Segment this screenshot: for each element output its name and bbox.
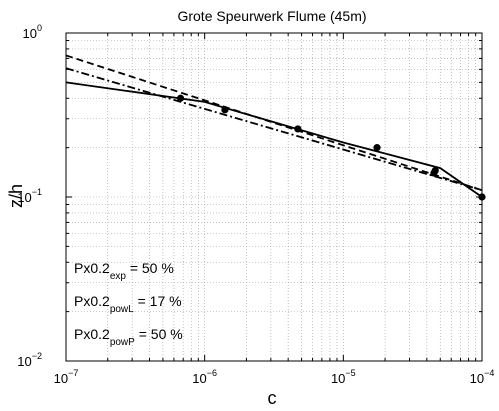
annotation-powL: Px0.2powL = 17 % [74,293,182,315]
series-line-solid [65,81,483,198]
y-tick-label: 10−1 [17,187,42,205]
x-tick-label: 10−5 [331,368,356,386]
series-line-dashdot [65,67,483,192]
axes-layer: 10−7 10−6 10−5 10−4 10−2 10−1 100 [17,23,494,386]
x-axis-label: c [268,388,277,408]
chart-title: Grote Speurwerk Flume (45m) [177,8,366,24]
grid-layer [66,33,482,361]
x-tick-label: 10−4 [470,368,495,386]
x-tick-label: 10−6 [192,368,217,386]
annotation-powP: Px0.2powP = 50 % [74,326,183,348]
annotation-exp: Px0.2exp = 50 % [74,260,174,282]
data-point-marker [373,144,381,152]
x-tick-label: 10−7 [54,368,79,386]
annotation-layer: Px0.2exp = 50 % Px0.2powL = 17 % Px0.2powP… [74,260,183,348]
y-tick-label: 100 [23,23,42,41]
series-line-dashed [65,54,483,192]
y-tick-label: 10−2 [17,351,42,369]
y-axis-label: z/h [6,184,26,208]
series-layer [65,54,486,201]
